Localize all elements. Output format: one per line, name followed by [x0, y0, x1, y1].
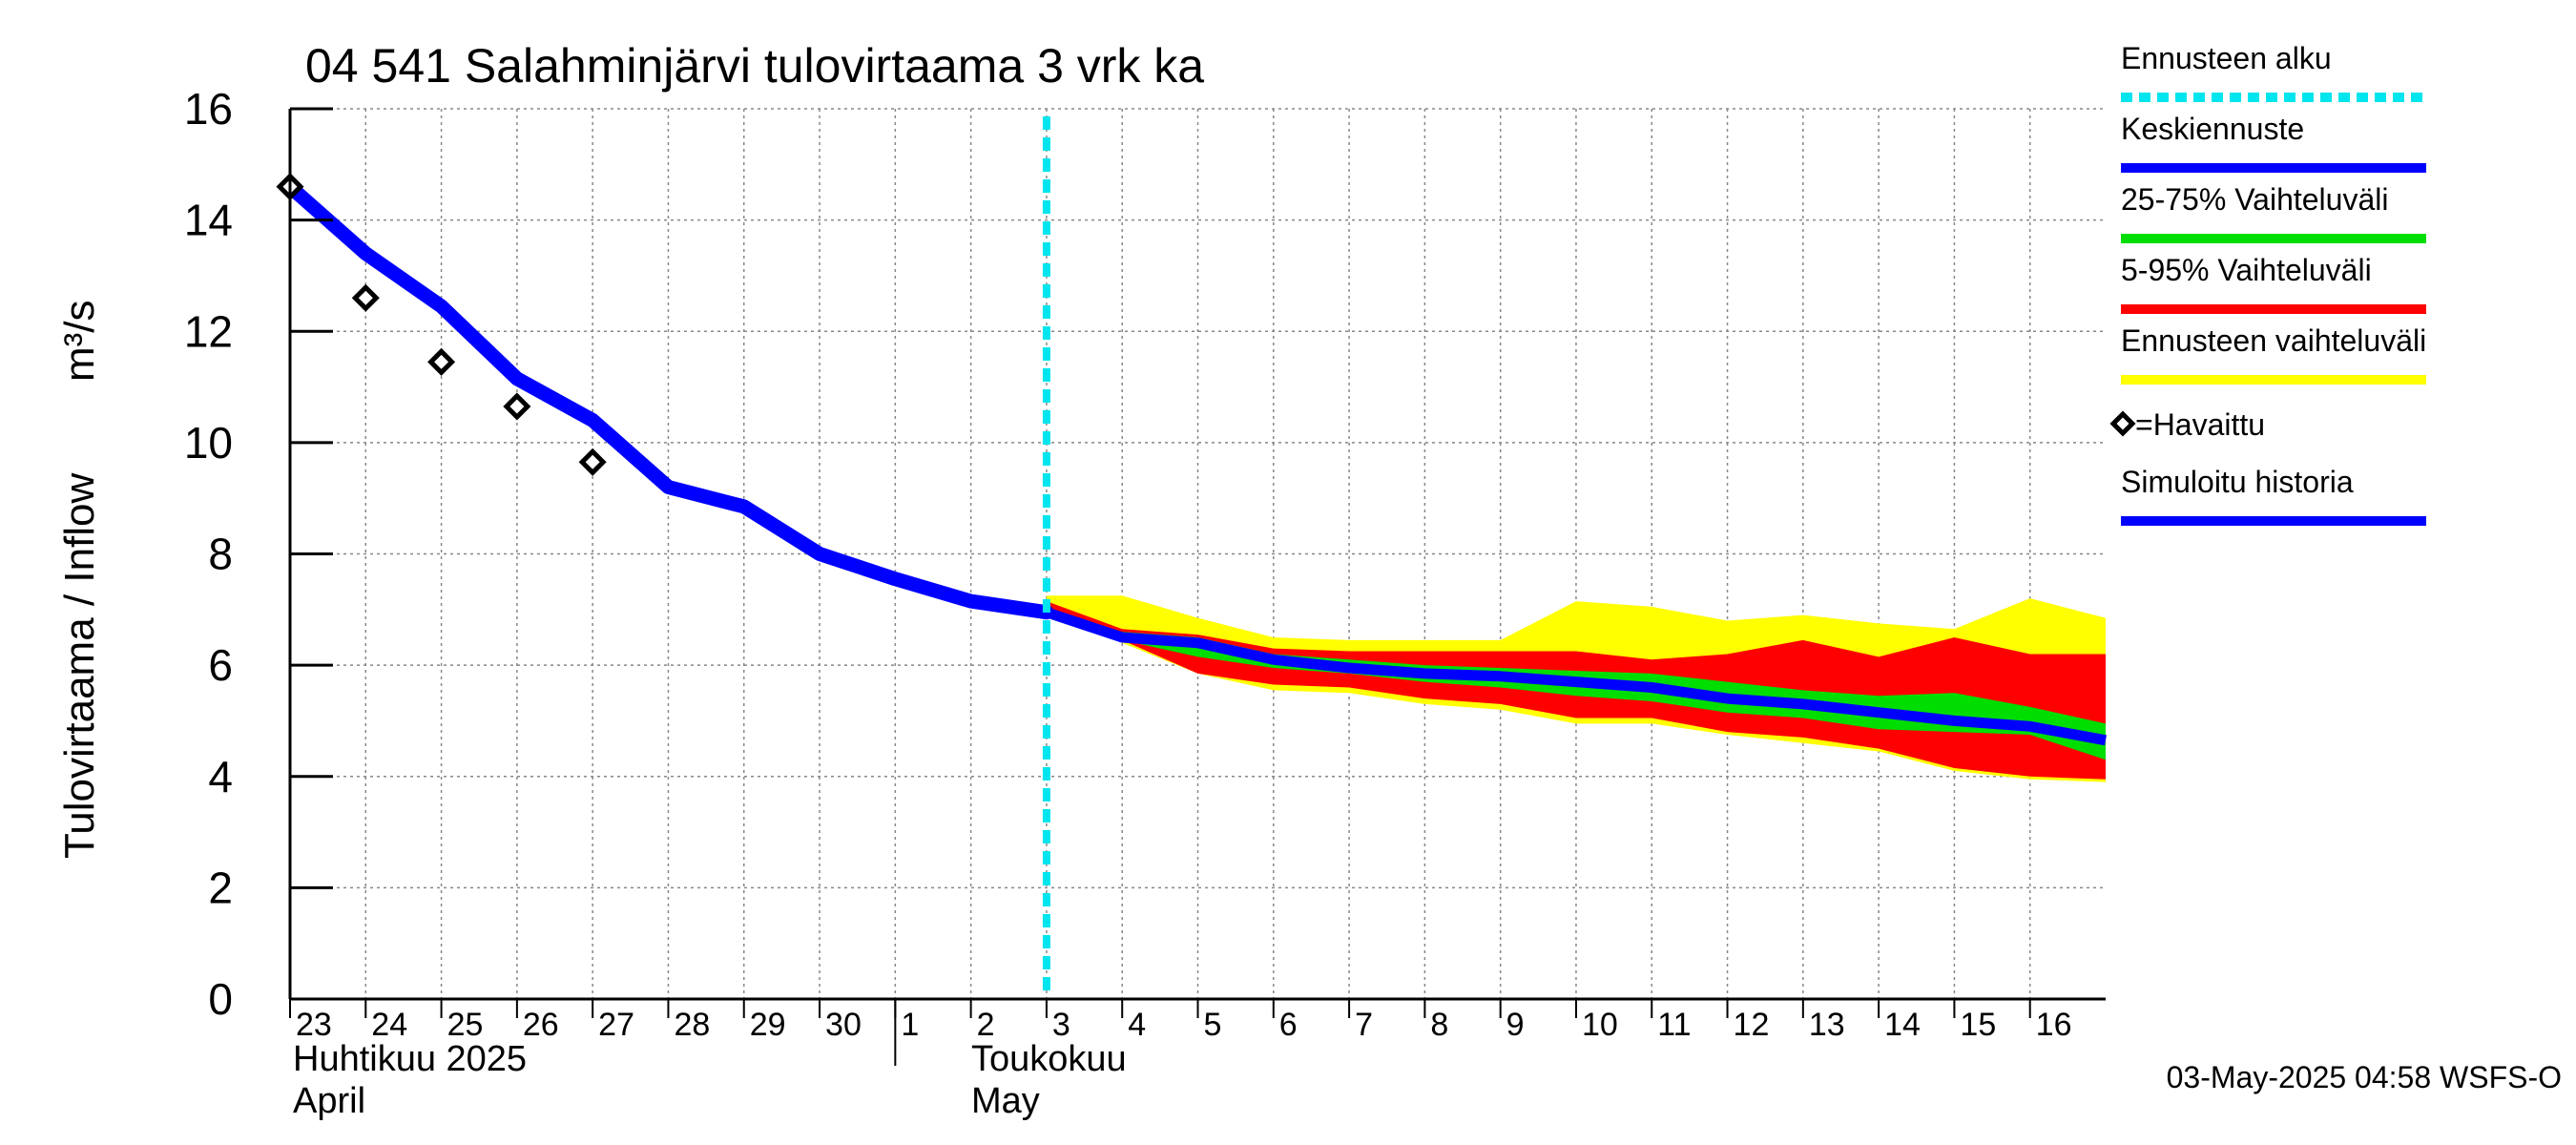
y-tick-labels: 0 2 4 6 8 10 12 14 16	[184, 84, 233, 1024]
timestamp: 03-May-2025 04:58 WSFS-O	[2167, 1060, 2562, 1094]
y-axis-unit: m³/s	[56, 300, 103, 382]
x-tick-label: 2	[977, 1007, 995, 1043]
x-tick-label: 3	[1052, 1007, 1070, 1043]
observed-point	[578, 448, 607, 476]
x-tick-label: 6	[1279, 1007, 1298, 1043]
legend-label-range: Ennusteen vaihteluväli	[2121, 323, 2426, 358]
simulated-history-line	[282, 179, 1054, 620]
median-forecast-line	[1045, 607, 2107, 746]
legend-label-band_5_95: 5-95% Vaihteluväli	[2121, 253, 2372, 287]
y-tick-label: 14	[184, 196, 233, 245]
legend: Ennusteen alku Keskiennuste 25-75% Vaihtel…	[2109, 41, 2426, 526]
x-tick-label: 14	[1884, 1007, 1921, 1043]
x-tick-label: 12	[1734, 1007, 1770, 1043]
y-tick-label: 10	[184, 418, 233, 468]
x-tick-label: 23	[296, 1007, 332, 1043]
x-tick-label: 25	[447, 1007, 484, 1043]
x-tick-label: 1	[901, 1007, 919, 1043]
x-tick-label: 26	[523, 1007, 559, 1043]
y-tick-label: 4	[208, 752, 233, 802]
y-tick-label: 16	[184, 84, 233, 134]
observed-point	[427, 347, 456, 376]
x-tick-label: 4	[1128, 1007, 1146, 1043]
legend-label-observed: =Havaittu	[2135, 407, 2265, 442]
month-label-may-en: May	[971, 1081, 1040, 1121]
x-tick-label: 11	[1657, 1007, 1691, 1043]
observed-point	[351, 283, 380, 312]
x-tick-label: 15	[1960, 1007, 1996, 1043]
chart-title: 04 541 Salahminjärvi tulovirtaama 3 vrk …	[305, 39, 1204, 93]
x-tick-label: 13	[1809, 1007, 1845, 1043]
y-axis-label: Tulovirtaama / Inflow	[56, 472, 103, 859]
axes	[288, 107, 2106, 1066]
y-tick-label: 2	[208, 863, 233, 912]
x-tick-labels: 23 24 25 26 27 28 29 30 1 2 3 4 5 6 7 8 9 10 11 12 13 14 15 16	[296, 1007, 2072, 1043]
x-tick-label: 24	[371, 1007, 407, 1043]
x-tick-label: 29	[750, 1007, 786, 1043]
legend-label-band_25_75: 25-75% Vaihteluväli	[2121, 182, 2388, 217]
y-tick-label: 8	[208, 530, 233, 579]
month-label-may-fi: Toukokuu	[971, 1039, 1127, 1079]
x-tick-label: 27	[598, 1007, 634, 1043]
month-label-april-fi: Huhtikuu 2025	[293, 1039, 527, 1079]
x-tick-label: 30	[825, 1007, 862, 1043]
month-label-april-en: April	[293, 1081, 365, 1121]
x-tick-label: 8	[1430, 1007, 1448, 1043]
y-tick-label: 12	[184, 306, 233, 356]
x-tick-label: 9	[1506, 1007, 1525, 1043]
legend-marker-observed	[2109, 410, 2136, 437]
legend-label-median: Keskiennuste	[2121, 112, 2304, 146]
y-tick-label: 0	[208, 974, 233, 1024]
x-tick-label: 28	[674, 1007, 710, 1043]
x-tick-label: 10	[1582, 1007, 1618, 1043]
legend-label-forecast_start: Ennusteen alku	[2121, 41, 2332, 75]
series-lines	[282, 179, 2107, 746]
x-tick-label: 16	[2036, 1007, 2072, 1043]
grid	[289, 108, 2106, 1000]
y-tick-label: 6	[208, 640, 233, 690]
observed-points	[276, 173, 607, 476]
x-tick-label: 7	[1355, 1007, 1373, 1043]
legend-label-simulated: Simuloitu historia	[2121, 465, 2354, 499]
x-tick-label: 5	[1204, 1007, 1222, 1043]
observed-point	[503, 392, 531, 421]
